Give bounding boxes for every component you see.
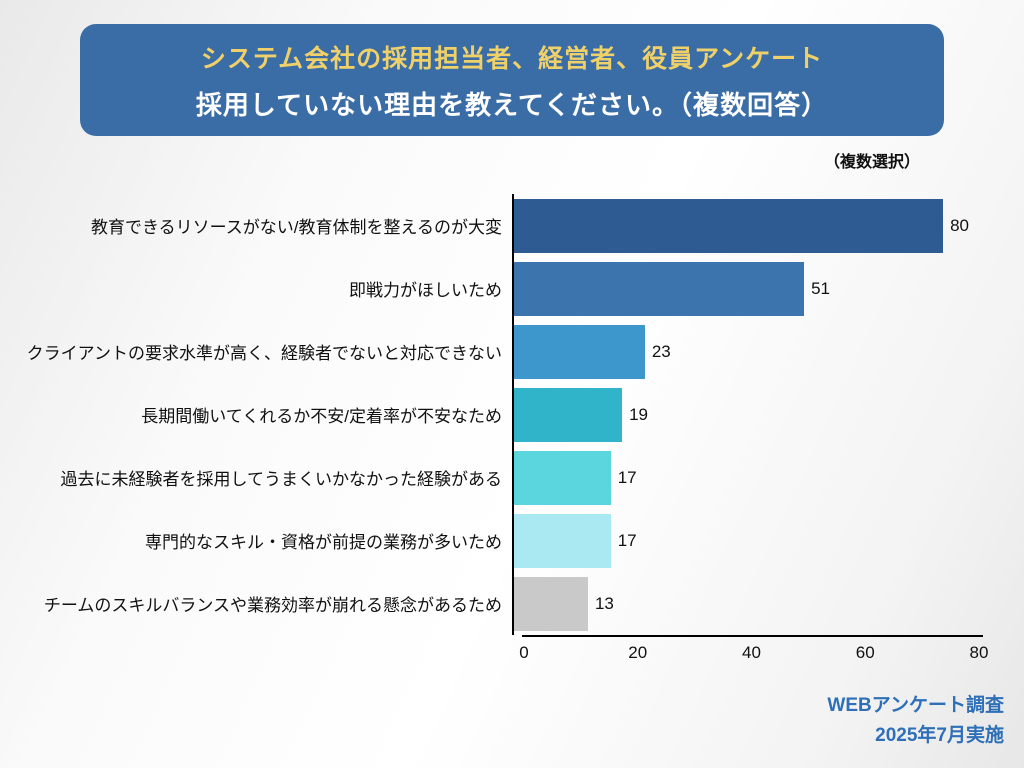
x-axis-line (522, 635, 983, 637)
chart-row: 即戦力がほしいため 51 (8, 257, 998, 320)
x-tick-label: 0 (519, 643, 529, 662)
bar-area: 13 (512, 572, 969, 635)
x-tick-label: 40 (742, 643, 761, 662)
bar (514, 198, 944, 253)
bar (514, 387, 623, 442)
footer-line2: 2025年7月実施 (875, 724, 1004, 746)
x-tick-label: 80 (969, 643, 989, 662)
header-banner: システム会社の採用担当者、経営者、役員アンケート 採用していない理由を教えてくだ… (80, 24, 944, 136)
bar (514, 513, 611, 568)
category-label: 専門的なスキル・資格が前提の業務が多いため (145, 533, 502, 552)
bar-area: 23 (512, 320, 969, 383)
survey-title: システム会社の採用担当者、経営者、役員アンケート (200, 44, 824, 73)
bar (514, 450, 611, 505)
category-label: チームのスキルバランスや業務効率が崩れる懸念があるため (43, 596, 502, 615)
bar (514, 261, 805, 316)
value-label: 80 (950, 215, 969, 235)
bar-chart: 教育できるリソースがない/教育体制を整えるのが大変 80 即戦力がほしいため 51 クラ… (8, 194, 998, 663)
chart-row: 専門的なスキル・資格が前提の業務が多いため 17 (8, 509, 998, 572)
category-label: 即戦力がほしいため (349, 281, 502, 300)
bar-area: 19 (512, 383, 969, 446)
value-label: 17 (617, 467, 637, 487)
footer: WEBアンケート調査 2025年7月実施 (827, 691, 1004, 750)
footer-line1: WEBアンケート調査 (827, 695, 1004, 717)
value-label: 51 (811, 278, 830, 298)
value-label: 23 (651, 341, 671, 361)
chart-row: 過去に未経験者を採用してうまくいかなかった経験がある 17 (8, 446, 998, 509)
chart-row: 教育できるリソースがない/教育体制を整えるのが大変 80 (8, 194, 998, 257)
bar-area: 17 (512, 509, 969, 572)
category-label: 過去に未経験者を採用してうまくいかなかった経験がある (60, 470, 503, 489)
value-label: 19 (629, 404, 648, 424)
category-label: 教育できるリソースがない/教育体制を整えるのが大変 (90, 218, 502, 237)
category-label: 長期間働いてくれるか不安/定着率が不安なため (141, 407, 502, 426)
bar (514, 576, 588, 631)
bar-area: 80 (512, 194, 969, 257)
bar-area: 51 (512, 257, 969, 320)
chart-row: クライアントの要求水準が高く、経験者でないと対応できない 23 (8, 320, 998, 383)
chart-row: チームのスキルバランスや業務効率が崩れる懸念があるため 13 (8, 572, 998, 635)
x-tick-label: 20 (628, 643, 648, 662)
bar-area: 17 (512, 446, 969, 509)
category-label: クライアントの要求水準が高く、経験者でないと対応できない (26, 344, 502, 363)
value-label: 13 (594, 593, 614, 613)
chart-rows: 教育できるリソースがない/教育体制を整えるのが大変 80 即戦力がほしいため 51 クラ… (8, 194, 998, 635)
value-label: 17 (617, 530, 637, 550)
bar (514, 324, 645, 379)
chart-row: 長期間働いてくれるか不安/定着率が不安なため 19 (8, 383, 998, 446)
note-multi-select: （複数選択） (823, 154, 920, 171)
x-axis-ticks: 0 20 40 60 80 (519, 637, 988, 663)
x-tick-label: 60 (855, 643, 875, 662)
question-title: 採用していない理由を教えてください。（複数回答） (195, 89, 829, 120)
